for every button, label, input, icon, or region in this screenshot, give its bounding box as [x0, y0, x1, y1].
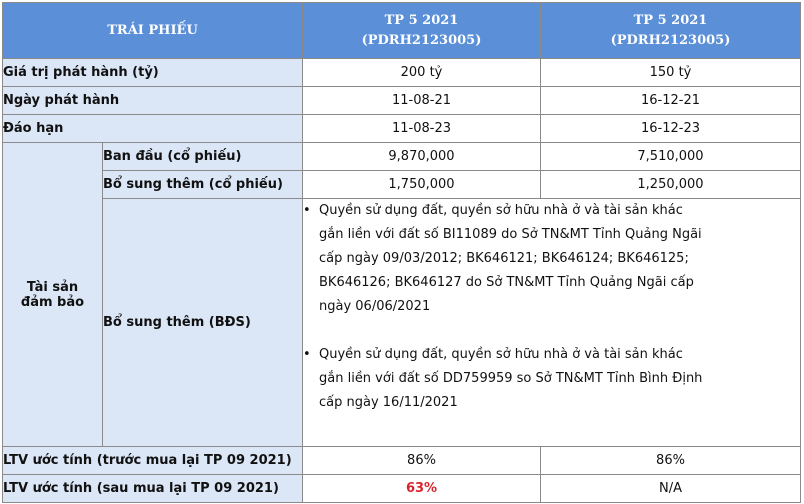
row-ltv-before: LTV ước tính (trước mua lại TP 09 2021) … — [2, 446, 801, 475]
row-collateral-additional-shares: Bổ sung thêm (cổ phiếu) 1,750,000 1,250,… — [3, 170, 801, 199]
bullet-icon: • — [303, 347, 311, 362]
maturity-2: 16-12-23 — [540, 114, 801, 143]
row-collateral-initial: Tài sản đảm bảo Ban đầu (cổ phiếu) 9,870… — [2, 142, 801, 447]
maturity-1: 11-08-23 — [302, 114, 541, 143]
ltv-after-2: N/A — [540, 474, 801, 503]
label-ltv-after: LTV ước tính (sau mua lại TP 09 2021) — [2, 474, 303, 503]
issue-date-1: 11-08-21 — [302, 86, 541, 115]
row-issue-value: Giá trị phát hành (tỷ) 200 tỷ 150 tỷ — [2, 58, 801, 87]
ltv-before-2: 86% — [540, 446, 801, 475]
row-collateral-realestate: Bổ sung thêm (BĐS) • Quyền sử dụng đất, … — [3, 198, 801, 447]
label-ltv-before: LTV ước tính (trước mua lại TP 09 2021) — [2, 446, 303, 475]
ltv-before-1: 86% — [302, 446, 541, 475]
collateral-additional-shares-1: 1,750,000 — [302, 170, 541, 199]
row-ltv-after: LTV ước tính (sau mua lại TP 09 2021) 63… — [2, 474, 801, 503]
label-issue-value: Giá trị phát hành (tỷ) — [2, 58, 303, 87]
realestate-item-1-line: ngày 06/06/2021 — [319, 299, 431, 314]
realestate-item-2-text: Quyền sử dụng đất, quyền sở hữu nhà ở và… — [319, 343, 800, 415]
header-bond-2-name: TP 5 2021 — [633, 12, 708, 28]
label-collateral-initial: Ban đầu (cổ phiếu) — [102, 142, 303, 171]
header-bond-label: TRÁI PHIẾU — [2, 2, 303, 59]
header-row: TRÁI PHIẾU TP 5 2021 (PDRH2123005) TP 5 … — [2, 2, 801, 59]
label-issue-date: Ngày phát hành — [2, 86, 303, 115]
label-collateral-additional-shares: Bổ sung thêm (cổ phiếu) — [102, 170, 303, 199]
label-maturity: Đáo hạn — [2, 114, 303, 143]
collateral-realestate-description: • Quyền sử dụng đất, quyền sở hữu nhà ở … — [302, 198, 801, 447]
collateral-group-label-line1: Tài sản — [26, 279, 79, 295]
header-bond-1: TP 5 2021 (PDRH2123005) — [302, 2, 541, 59]
realestate-item-1-line: Quyền sử dụng đất, quyền sở hữu nhà ở và… — [319, 203, 683, 218]
collateral-initial-1: 9,870,000 — [302, 142, 541, 171]
header-bond-1-code: (PDRH2123005) — [361, 32, 482, 48]
bullet-icon: • — [303, 203, 311, 218]
label-collateral-realestate: Bổ sung thêm (BĐS) — [102, 198, 303, 447]
collateral-initial-2: 7,510,000 — [540, 142, 801, 171]
realestate-item-1-line: cấp ngày 09/03/2012; BK646121; BK646124;… — [319, 251, 689, 266]
realestate-item-2-line: Quyền sử dụng đất, quyền sở hữu nhà ở và… — [319, 347, 683, 362]
issue-value-1: 200 tỷ — [302, 58, 541, 87]
realestate-item-1-line: BK646126; BK646127 do Sở TN&MT Tỉnh Quản… — [319, 275, 694, 290]
issue-value-2: 150 tỷ — [540, 58, 801, 87]
realestate-item-1: • Quyền sử dụng đất, quyền sở hữu nhà ở … — [303, 199, 800, 319]
realestate-item-1-line: gắn liền với đất số BI11089 do Sở TN&MT … — [319, 227, 702, 242]
realestate-item-2-line: cấp ngày 16/11/2021 — [319, 395, 458, 410]
issue-date-2: 16-12-21 — [540, 86, 801, 115]
row-maturity: Đáo hạn 11-08-23 16-12-23 — [2, 114, 801, 143]
row-issue-date: Ngày phát hành 11-08-21 16-12-21 — [2, 86, 801, 115]
ltv-after-1: 63% — [302, 474, 541, 503]
header-bond-2: TP 5 2021 (PDRH2123005) — [540, 2, 801, 59]
realestate-item-2: • Quyền sử dụng đất, quyền sở hữu nhà ở … — [303, 343, 800, 415]
realestate-item-1-text: Quyền sử dụng đất, quyền sở hữu nhà ở và… — [319, 199, 800, 319]
header-bond-1-name: TP 5 2021 — [384, 12, 459, 28]
realestate-item-2-line: gắn liền với đất số DD759959 so Sở TN&MT… — [319, 371, 703, 386]
collateral-group-label: Tài sản đảm bảo — [2, 142, 103, 447]
collateral-group-label-line2: đảm bảo — [20, 294, 85, 310]
collateral-additional-shares-2: 1,250,000 — [540, 170, 801, 199]
header-bond-2-code: (PDRH2123005) — [610, 32, 731, 48]
